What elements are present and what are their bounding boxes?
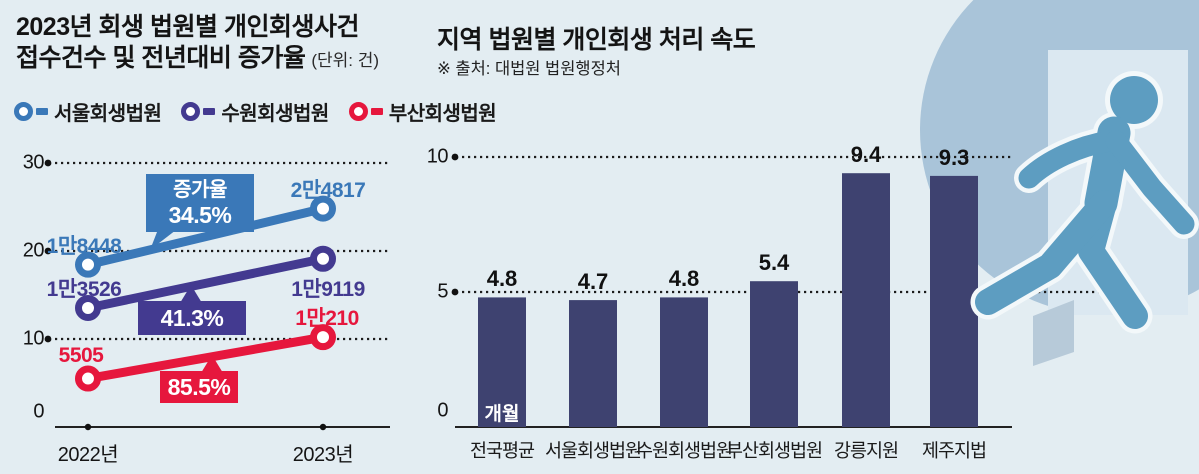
open-door xyxy=(1048,50,1188,315)
bar-category-label: 서울회생법원 xyxy=(544,440,642,461)
bar-제주지법 xyxy=(930,175,978,427)
person-rear-arm xyxy=(1018,130,1121,189)
bar-수원회생법원 xyxy=(660,297,708,427)
legend-item-3: 부산회생법원 xyxy=(348,97,497,126)
person-torso xyxy=(1084,116,1131,220)
right-ytick-5: 5 xyxy=(437,280,448,303)
legend-item-1: 서울회생법원 xyxy=(14,97,162,126)
bar-value-label: 4.7 xyxy=(577,269,609,295)
right-ytick-0: 0 xyxy=(437,399,448,422)
left-xtick-1: 2022년 xyxy=(57,444,119,466)
legend-item-2: 수원회생법원 xyxy=(181,97,329,126)
bar-unit-label: 개월 xyxy=(484,404,520,425)
left-ytick-20: 20 xyxy=(22,239,45,262)
person-torso-outline xyxy=(1080,112,1135,224)
growth-caption: 증가율 xyxy=(173,178,227,201)
legend-label: 부산회생법원 xyxy=(388,103,497,125)
left-title-line2: 접수건수 및 전년대비 증가율 xyxy=(16,44,306,72)
bar-value-label: 9.3 xyxy=(938,144,970,170)
data-point xyxy=(75,365,101,392)
data-point xyxy=(310,245,336,272)
legend-marker-ring-icon xyxy=(181,102,201,121)
legend-marker-ring-icon xyxy=(348,102,368,121)
left-ytick-30: 30 xyxy=(22,151,45,174)
bar-value-label: 4.8 xyxy=(668,266,700,292)
right-ytick-10: 10 xyxy=(426,145,449,168)
person-rear-arm-outline xyxy=(1014,126,1125,193)
callout-tail xyxy=(150,230,176,250)
bar-category-label: 제주지법 xyxy=(921,440,987,461)
point-label: 2만4817 xyxy=(290,178,366,202)
left-axis-tick-dot xyxy=(84,423,92,431)
bar-서울회생법원 xyxy=(569,300,617,427)
bar-부산회생법원 xyxy=(750,281,798,427)
person-head-outline xyxy=(1105,71,1163,129)
person-front-leg xyxy=(1078,190,1148,329)
legend-marker-stub-icon xyxy=(36,108,48,115)
point-label: 1만3526 xyxy=(46,277,122,301)
bar-value-label: 9.4 xyxy=(850,142,882,168)
growth-callout-수원회생법원: 41.3% xyxy=(138,301,246,335)
bar-category-label: 수원회생법원 xyxy=(635,440,733,461)
growth-callout-부산회생법원: 85.5% xyxy=(160,371,238,403)
right-grid-dot xyxy=(451,153,459,161)
person-head xyxy=(1110,76,1158,124)
bar-value-label: 4.8 xyxy=(486,266,518,292)
bar-value-label: 5.4 xyxy=(758,250,790,276)
door-leaf xyxy=(1033,300,1074,366)
person-rear-leg-outline xyxy=(970,185,1122,320)
growth-rate: 34.5% xyxy=(168,201,232,228)
growth-callout-서울회생법원: 증가율 34.5% xyxy=(146,174,254,232)
right-chart-source: ※ 출처: 대법원 법원행정처 xyxy=(437,60,621,78)
left-axis-tick-dot xyxy=(319,423,327,431)
legend-marker-stub-icon xyxy=(370,108,383,115)
growth-rate: 85.5% xyxy=(167,373,231,400)
legend-marker-ring-icon xyxy=(14,102,33,121)
person-front-leg-outline xyxy=(1073,185,1153,334)
left-xtick-2: 2023년 xyxy=(292,444,354,466)
person-rear-leg xyxy=(975,190,1117,315)
legend-marker-stub-icon xyxy=(203,108,216,115)
growth-rate: 41.3% xyxy=(160,304,224,331)
bar-category-label: 부산회생법원 xyxy=(725,440,823,461)
legend-label: 서울회생법원 xyxy=(54,103,162,125)
point-label: 5505 xyxy=(58,343,104,367)
left-ytick-10: 10 xyxy=(22,327,45,350)
person-front-arm-outline xyxy=(1101,126,1199,239)
left-grid-dot xyxy=(44,335,52,343)
left-ytick-0: 0 xyxy=(33,400,44,423)
person-front-arm xyxy=(1105,130,1195,235)
point-label: 1만9119 xyxy=(291,277,365,301)
bar-category-label: 강릉지원 xyxy=(833,440,899,461)
right-grid-dot xyxy=(451,288,459,296)
point-label: 1만210 xyxy=(295,307,359,331)
left-grid-dot xyxy=(44,159,52,167)
left-chart-legend: 서울회생법원 수원회생법원 부산회생법원 xyxy=(14,97,497,126)
legend-label: 수원회생법원 xyxy=(221,103,329,125)
right-chart-title: 지역 법원별 개인회생 처리 속도 xyxy=(437,26,756,54)
left-chart-title: 2023년 회생 법원별 개인회생사건 접수건수 및 전년대비 증가율 (단위: … xyxy=(16,12,379,76)
point-label: 1만8448 xyxy=(46,234,122,258)
bar-category-label: 전국평균 xyxy=(469,440,535,461)
left-title-unit-note: (단위: 건) xyxy=(311,51,380,70)
left-title-line1: 2023년 회생 법원별 개인회생사건 xyxy=(16,13,359,41)
bar-강릉지원 xyxy=(842,173,890,427)
